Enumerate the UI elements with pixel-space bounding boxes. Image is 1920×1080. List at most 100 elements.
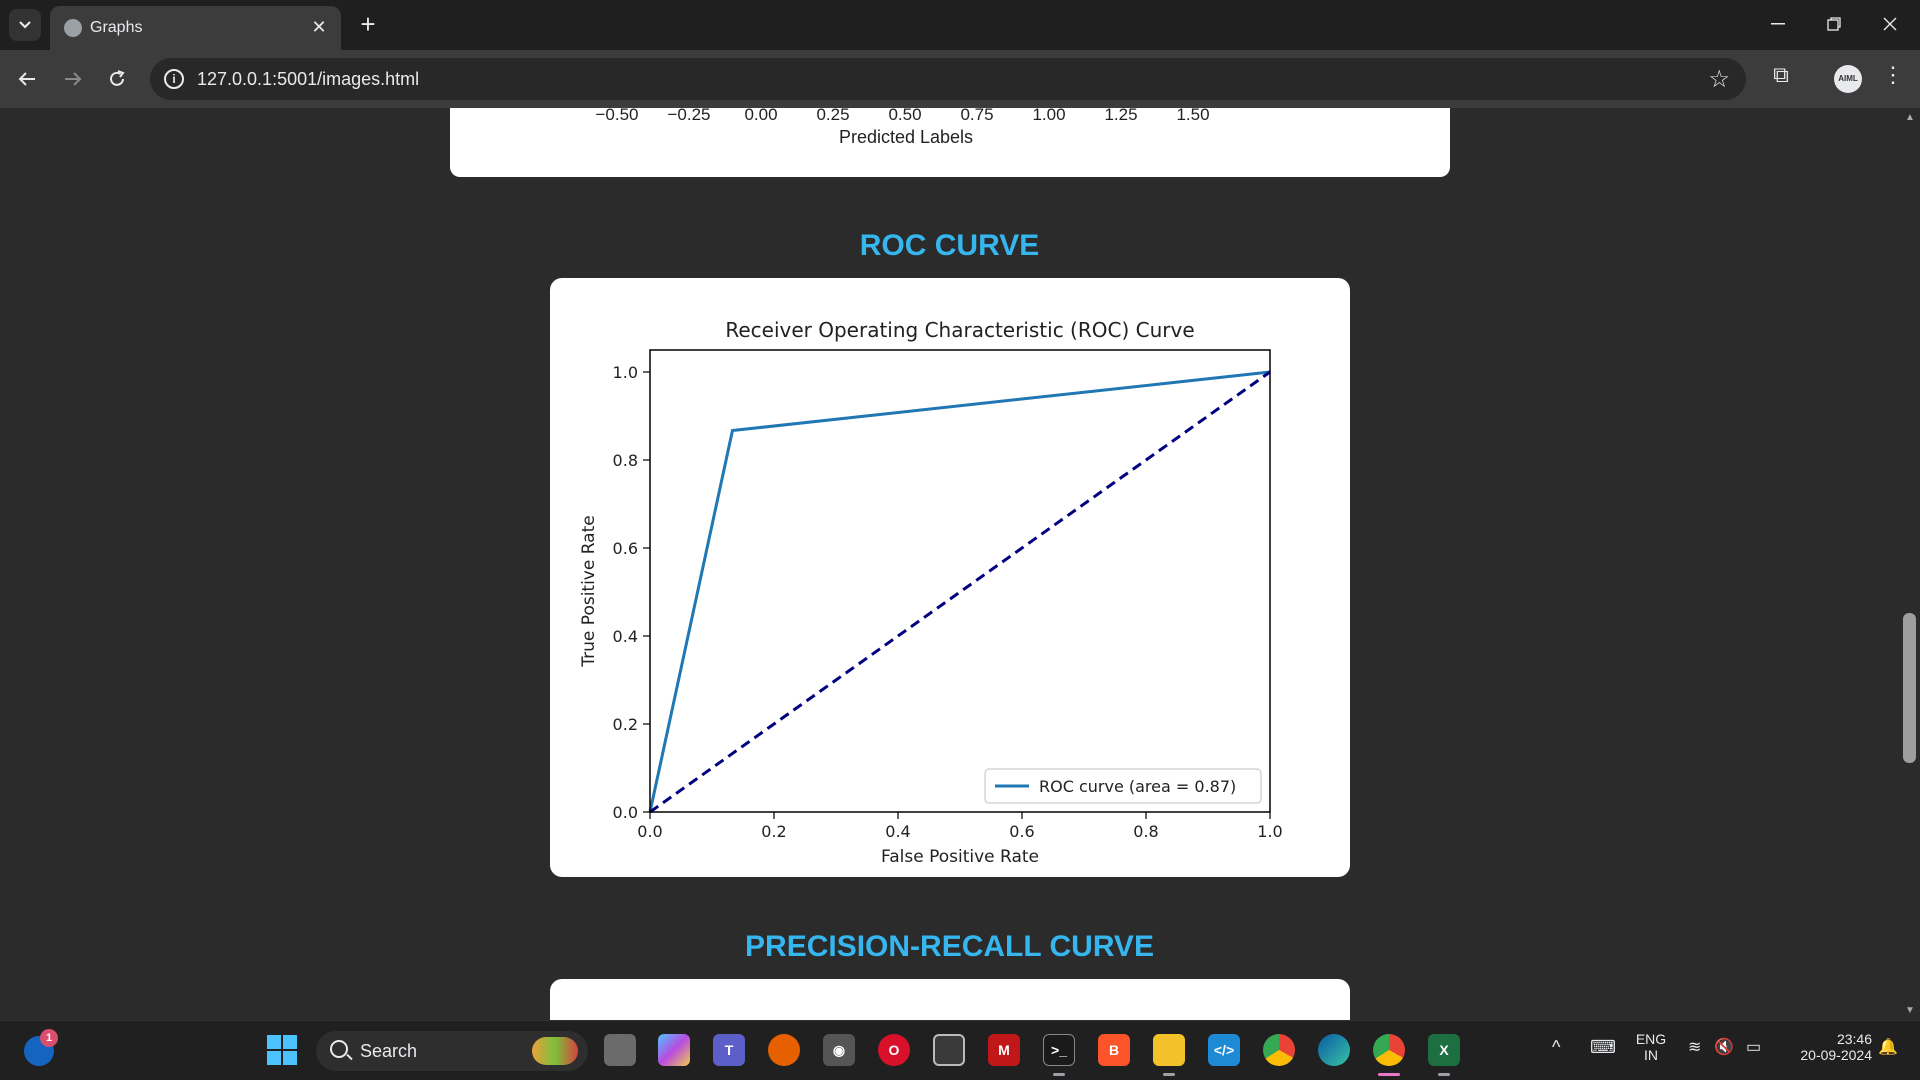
site-info-icon[interactable]: i <box>164 69 184 89</box>
x-tick-label: 0.6 <box>1009 822 1034 841</box>
scrollbar-thumb[interactable] <box>1903 613 1916 763</box>
roc-section-title: ROC CURVE <box>859 229 1040 262</box>
precision-recall-section-title: PRECISION-RECALL CURVE <box>745 930 1154 963</box>
copilot-icon[interactable] <box>658 1034 690 1066</box>
wifi-icon[interactable]: ≋ <box>1688 1039 1702 1056</box>
volume-muted-icon[interactable]: 🔇 <box>1714 1039 1734 1056</box>
chrome-icon[interactable] <box>1263 1034 1295 1066</box>
close-tab-icon[interactable]: ✕ <box>311 17 327 37</box>
y-tick-label: 0.2 <box>613 715 638 734</box>
terminal-running-indicator <box>1053 1073 1065 1076</box>
new-tab-button[interactable]: + <box>360 9 376 39</box>
taskbar-search-label: Search <box>360 1041 418 1061</box>
active-tab[interactable]: Graphs ✕ <box>50 6 341 50</box>
legend-label: ROC curve (area = 0.87) <box>1039 777 1236 796</box>
back-button[interactable] <box>10 62 44 96</box>
browser-toolbar: i 127.0.0.1:5001/images.html ☆ <box>0 50 1920 140</box>
edge-icon[interactable] <box>1318 1034 1350 1066</box>
chart-title: Receiver Operating Characteristic (ROC) … <box>725 318 1194 342</box>
mcafee-icon[interactable]: M <box>988 1034 1020 1066</box>
clock[interactable]: 23:46 20-09-2024 <box>1780 1031 1872 1063</box>
chance-diagonal-line <box>649 370 1271 814</box>
address-bar[interactable]: i 127.0.0.1:5001/images.html ☆ <box>150 58 1746 100</box>
clock-date: 20-09-2024 <box>1800 1047 1872 1063</box>
tab-search-button[interactable] <box>9 9 41 41</box>
minimize-icon <box>1771 23 1785 25</box>
vscode-icon[interactable]: </> <box>1208 1034 1240 1066</box>
terminal-icon[interactable]: >_ <box>1043 1034 1075 1066</box>
forward-button[interactable] <box>56 62 90 96</box>
file-explorer-icon[interactable] <box>1153 1034 1185 1066</box>
y-tick-label: 1.0 <box>613 363 638 382</box>
notification-badge: 1 <box>40 1029 58 1047</box>
profile-avatar[interactable]: AIML <box>1834 65 1862 93</box>
chevron-down-icon <box>19 21 31 29</box>
minimize-button[interactable] <box>1750 0 1806 48</box>
task-view-icon[interactable] <box>604 1034 636 1066</box>
camera-icon[interactable]: ◉ <box>823 1034 855 1066</box>
excel-running-indicator <box>1438 1073 1450 1076</box>
close-window-button[interactable] <box>1862 0 1918 48</box>
chrome-profile-icon[interactable] <box>1373 1034 1405 1066</box>
x-axis-label: False Positive Rate <box>881 847 1039 867</box>
scroll-up-icon[interactable]: ▲ <box>1905 112 1915 123</box>
tab-title: Graphs <box>90 19 143 36</box>
search-icon <box>330 1040 348 1058</box>
x-tick-label: 0.4 <box>885 822 910 841</box>
page-scrollbar[interactable]: ▲ ▼ <box>1899 108 1920 1020</box>
x-tick-label: 1.0 <box>1257 822 1282 841</box>
extensions-icon[interactable]: ⧉ <box>1773 62 1789 87</box>
legend-box <box>984 768 1262 804</box>
y-tick-label: 0.8 <box>613 451 638 470</box>
arrow-right-icon <box>65 72 82 86</box>
y-tick-label: 0.4 <box>613 627 638 646</box>
confusion-matrix-x-ticks: −0.50 −0.25 0.00 0.25 0.50 0.75 1.00 1.25 1.50 <box>450 108 1450 125</box>
keyboard-icon[interactable]: ⌨ <box>1590 1037 1616 1057</box>
confusion-matrix-xlabel: Predicted Labels <box>838 127 974 147</box>
microsoft-store-icon[interactable] <box>933 1034 965 1066</box>
firefox-icon[interactable] <box>768 1034 800 1066</box>
globe-icon <box>64 19 82 37</box>
explorer-running-indicator <box>1163 1073 1175 1076</box>
excel-icon[interactable]: X <box>1428 1034 1460 1066</box>
windows-start-icon[interactable] <box>266 1034 298 1066</box>
confusion-matrix-x-tick: −0.50 <box>595 108 639 124</box>
close-icon <box>1883 17 1897 31</box>
language-indicator[interactable]: ENG IN <box>1634 1031 1668 1063</box>
y-tick-label: 0.6 <box>613 539 638 558</box>
roc-chart: Receiver Operating Characteristic (ROC) … <box>579 318 1283 867</box>
page-viewport: −0.50 −0.25 0.00 0.25 0.50 0.75 1.00 1.25 1.50 P… <box>0 108 1899 1020</box>
scroll-down-icon[interactable]: ▼ <box>1905 1005 1915 1016</box>
confusion-matrix-x-tick: 0.75 <box>960 108 994 124</box>
language-code: ENG <box>1635 1031 1667 1047</box>
restore-icon <box>1827 17 1841 31</box>
windows-taskbar: 1 Search T ◉ O M >_ B </> X ^ ⌨ ENG IN ≋… <box>0 1020 1920 1080</box>
arrow-left-icon <box>18 72 35 86</box>
brave-icon[interactable]: B <box>1098 1034 1130 1066</box>
confusion-matrix-x-tick: 0.25 <box>816 108 850 124</box>
search-highlight-icon <box>532 1037 578 1065</box>
taskbar-search-box[interactable]: Search <box>316 1031 588 1071</box>
roc-chart-card: Receiver Operating Characteristic (ROC) … <box>550 278 1350 877</box>
plot-frame <box>649 349 1271 813</box>
bookmark-star-icon[interactable]: ☆ <box>1708 66 1730 93</box>
confusion-matrix-card: −0.50 −0.25 0.00 0.25 0.50 0.75 1.00 1.25 1.50 P… <box>450 108 1450 177</box>
reload-button[interactable] <box>100 62 134 96</box>
battery-icon[interactable]: ▭ <box>1746 1039 1762 1056</box>
confusion-matrix-x-tick: 1.00 <box>1032 108 1066 124</box>
reload-icon <box>110 70 125 86</box>
x-tick-label: 0.8 <box>1133 822 1158 841</box>
browser-menu-icon[interactable]: ⋮ <box>1882 62 1904 87</box>
url-text[interactable]: 127.0.0.1:5001/images.html <box>197 69 420 89</box>
x-tick-label: 0.2 <box>761 822 786 841</box>
restore-button[interactable] <box>1806 0 1862 48</box>
chevron-up-icon[interactable]: ^ <box>1552 1037 1561 1057</box>
confusion-matrix-x-tick: 1.25 <box>1104 108 1138 124</box>
notifications-bell-icon[interactable]: 🔔 <box>1878 1039 1898 1056</box>
precision-recall-card <box>550 979 1350 1020</box>
teams-icon[interactable]: T <box>713 1034 745 1066</box>
x-tick-label: 0.0 <box>637 822 662 841</box>
clock-time: 23:46 <box>1836 1031 1872 1047</box>
opera-icon[interactable]: O <box>878 1034 910 1066</box>
region-code: IN <box>1644 1047 1658 1063</box>
